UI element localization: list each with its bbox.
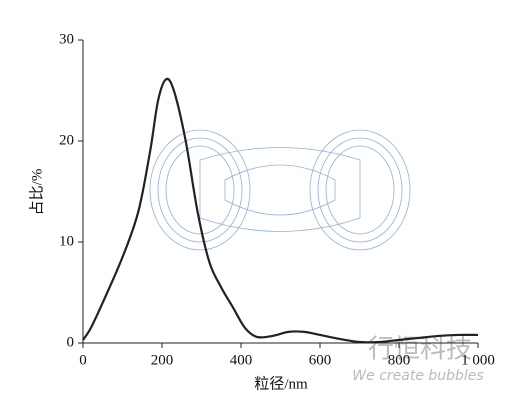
y-tick-label: 0: [67, 334, 75, 350]
y-tick-label: 20: [59, 132, 74, 148]
x-tick-label: 800: [388, 352, 411, 368]
watermark: 行恒科技: [368, 335, 472, 365]
x-axis-label: 粒径/nm: [254, 375, 308, 392]
x-tick-label: 600: [309, 352, 332, 368]
x-tick-label: 1 000: [461, 352, 495, 368]
y-axis-label: 占比/%: [28, 169, 45, 216]
y-tick-label: 30: [59, 31, 74, 47]
y-tick-label: 10: [59, 233, 74, 249]
x-tick-label: 200: [151, 352, 174, 368]
x-tick-label: 400: [230, 352, 253, 368]
watermark-sub: We create bubbles: [352, 368, 483, 384]
data-line: [82, 77, 479, 344]
x-tick-label: 0: [79, 352, 87, 368]
logo-graphic: [149, 129, 411, 251]
